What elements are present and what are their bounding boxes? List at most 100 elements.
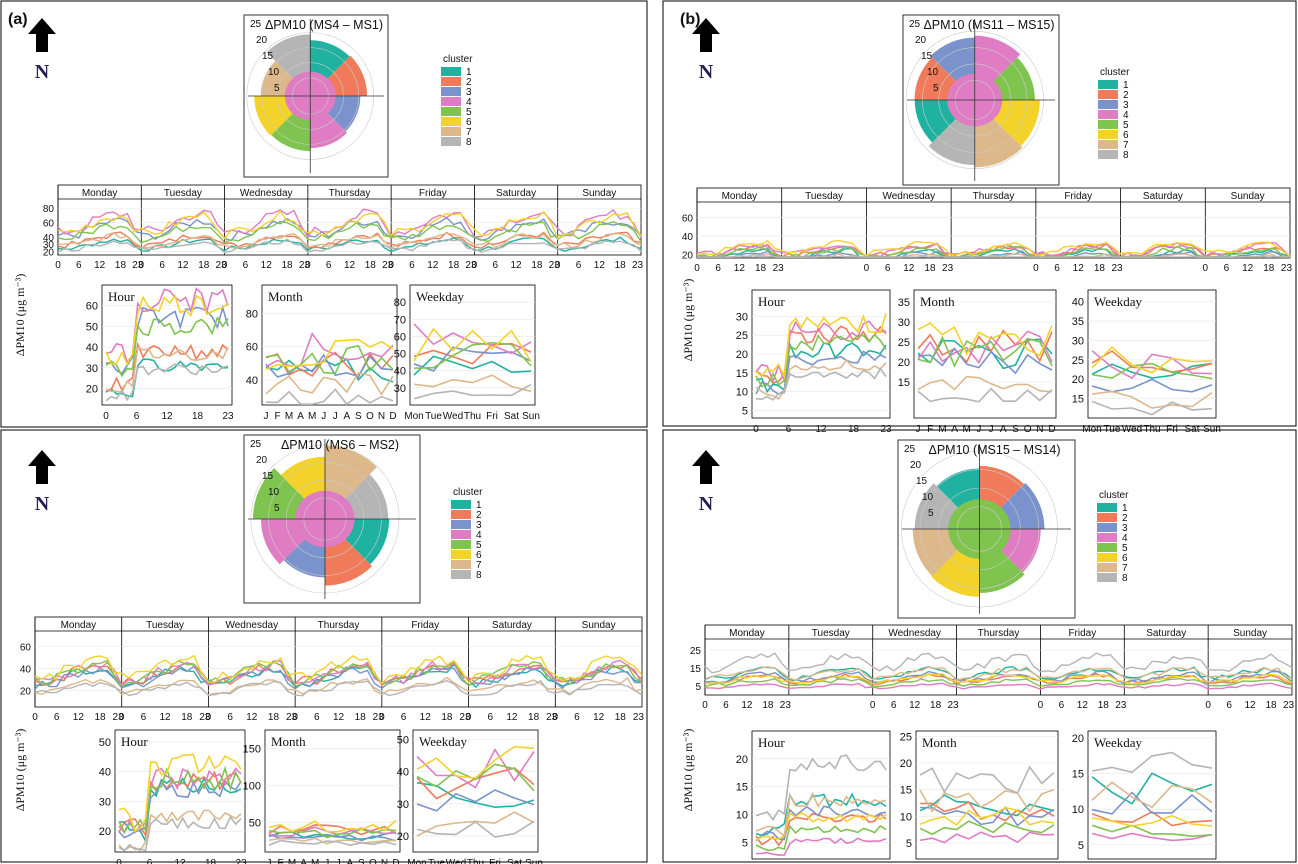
rose-ring-label: 10: [922, 492, 934, 503]
hour-title: Hour: [758, 735, 785, 750]
weekly-xtick: 0: [119, 712, 125, 723]
weekly-xtick: 18: [355, 712, 367, 723]
month-ytick: 20: [900, 758, 912, 770]
weekly-xtick: 6: [1054, 263, 1060, 274]
month-xtick: J: [989, 424, 994, 435]
panel-label: (b): [680, 11, 700, 28]
hour-xtick: 0: [753, 424, 759, 435]
weekday-xtick: Mon: [407, 858, 426, 864]
weekly-xtick: 0: [472, 260, 478, 271]
weekday-series-6: [1091, 814, 1213, 827]
weekly-xtick: 23: [299, 260, 311, 271]
month-xtick: J: [267, 858, 272, 864]
day-label: Friday: [411, 620, 439, 631]
legend-label: 4: [476, 530, 482, 541]
weekly-ytick: 30: [43, 240, 55, 251]
legend-swatch: [441, 97, 461, 106]
rose-ring-label: 25: [250, 19, 262, 30]
hour-series-5: [755, 333, 887, 388]
weekday-ytick: 40: [397, 767, 409, 779]
weekly-series-4: [705, 682, 1293, 690]
weekly-xtick: 6: [159, 260, 165, 271]
hour-ytick: 25: [736, 330, 748, 342]
month-ytick: 40: [246, 375, 258, 387]
month-series-5: [268, 828, 397, 839]
north-arrow-icon: [692, 450, 720, 484]
weekly-series-7: [57, 232, 642, 250]
rose-ring-label: 20: [256, 455, 268, 466]
weekly-xtick: 23: [549, 260, 561, 271]
month-xtick: N: [381, 858, 388, 864]
weekly-xtick: 12: [506, 712, 518, 723]
rose-title: ΔPM10 (MS11 – MS15): [923, 18, 1054, 32]
weekday-ytick: 50: [394, 349, 406, 361]
month-xtick: N: [1036, 424, 1043, 435]
legend-label: 6: [1122, 553, 1128, 564]
weekly-xtick: 12: [741, 700, 753, 711]
weekday-title: Weekday: [419, 734, 468, 749]
month-title: Month: [268, 289, 303, 304]
weekly-xtick: 18: [94, 712, 106, 723]
month-series-3: [265, 353, 394, 378]
month-ytick: 30: [898, 317, 910, 329]
month-xtick: J: [336, 858, 341, 864]
day-label: Sunday: [582, 620, 616, 631]
month-series-4: [919, 831, 1055, 844]
weekday-series-2: [1091, 350, 1213, 373]
legend-swatch: [1097, 563, 1117, 572]
month-xtick: A: [346, 858, 353, 864]
weekly-xtick: 6: [885, 263, 891, 274]
weekday-ytick: 40: [1072, 297, 1084, 309]
hour-title: Hour: [108, 289, 135, 304]
weekly-ytick: 20: [43, 247, 55, 258]
weekly-xtick: 23: [459, 712, 471, 723]
weekly-xtick: 6: [76, 260, 82, 271]
day-label: Monday: [82, 188, 118, 199]
hour-series-8: [755, 754, 887, 822]
north-label: N: [699, 61, 714, 83]
hour-series-5: [755, 824, 887, 852]
weekday-series-5: [1091, 362, 1213, 380]
legend-swatch: [1097, 553, 1117, 562]
weekday-title: Weekday: [1094, 294, 1143, 309]
weekday-xtick: Sun: [522, 411, 540, 422]
day-label: Friday: [1064, 191, 1092, 202]
month-xtick: J: [976, 424, 981, 435]
weekday-series-7: [1091, 390, 1213, 409]
month-xtick: S: [1012, 424, 1019, 435]
weekday-xtick: Tue: [1104, 424, 1121, 435]
weekly-ytick: 15: [690, 664, 702, 675]
hour-series-6: [118, 753, 242, 833]
weekly-xtick: 12: [1077, 700, 1089, 711]
hour-ytick: 30: [99, 796, 111, 808]
month-series-6: [917, 322, 1053, 357]
weekly-xtick: 12: [511, 260, 523, 271]
weekday-series-4: [416, 747, 535, 789]
legend-title: cluster: [453, 487, 483, 498]
weekly-xtick: 0: [870, 700, 876, 711]
weekly-xtick: 23: [1283, 700, 1295, 711]
month-title: Month: [922, 735, 957, 750]
y-axis-label: ΔPM10 (μg m⁻³): [681, 729, 695, 812]
weekday-xtick: Wed: [446, 858, 466, 864]
legend-swatch: [1097, 533, 1117, 542]
weekday-xtick: Mon: [1082, 424, 1101, 435]
month-xtick: J: [321, 411, 326, 422]
day-label: Saturday: [496, 188, 536, 199]
weekly-xtick: 6: [243, 260, 249, 271]
hour-series-6: [755, 811, 887, 841]
month-ytick: 50: [249, 817, 261, 829]
day-label: Wednesday: [888, 628, 941, 639]
weekly-xtick: 12: [420, 712, 432, 723]
hour-ytick: 40: [86, 342, 98, 354]
rose-ring-label: 5: [933, 83, 939, 94]
weekly-xtick: 6: [227, 712, 233, 723]
weekly-xtick: 6: [314, 712, 320, 723]
legend-swatch: [1097, 503, 1117, 512]
weekday-xtick: Wed: [443, 411, 463, 422]
rose-ring-label: 15: [921, 51, 933, 62]
day-label: Wednesday: [240, 188, 293, 199]
rose-title: ΔPM10 (MS6 – MS2): [281, 438, 399, 452]
legend-label: 3: [1123, 100, 1129, 111]
